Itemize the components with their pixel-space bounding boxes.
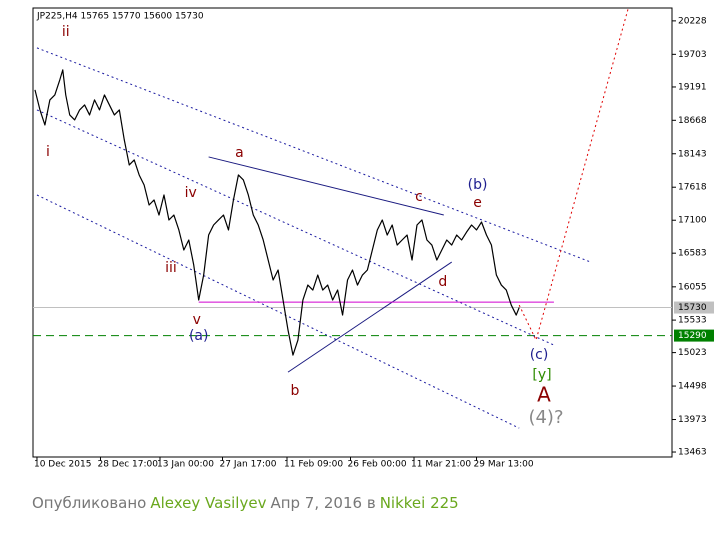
wave-label: a [235,145,244,161]
footer-prefix: Опубликовано [32,494,147,512]
wave-label: [y] [532,367,551,383]
y-tick-label: 17100 [678,216,707,226]
footer: Опубликовано Alexey Vasilyev Апр 7, 2016 в… [32,494,463,512]
price-label: 15290 [678,331,707,341]
price-line-series [34,69,520,356]
trend-line [36,109,555,346]
x-tick-label: 27 Jan 17:00 [220,460,277,470]
x-tick-label: 26 Feb 00:00 [348,460,407,470]
footer-date: Апр 7, 2016 в [270,494,376,512]
x-tick-label: 11 Mar 21:00 [411,460,471,470]
wave-label: e [473,195,482,211]
y-tick-label: 13463 [678,448,707,458]
wave-label: v [193,312,201,328]
wave-label: (4)? [528,407,563,428]
wave-label: d [438,274,447,290]
trend-line [208,156,444,216]
wave-label: ii [62,24,70,40]
y-tick-label: 19703 [678,50,707,60]
y-tick-label: 20228 [678,16,707,26]
y-tick-label: 18143 [678,149,707,159]
wave-label: iii [165,260,177,276]
y-tick-label: 15533 [678,316,707,326]
price-label-box [674,301,714,314]
wave-label: (b) [468,177,488,193]
wave-label: c [415,189,423,205]
author-link[interactable]: Alexey Vasilyev [150,494,267,512]
x-tick-label: 13 Jan 00:00 [157,460,214,470]
wave-label: iv [185,185,197,201]
plot-frame [32,7,673,458]
chart-title: JP225,H4 15765 15770 15600 15730 [36,12,204,22]
chart: JP225,H4 15765 15770 15600 15730 20228 19… [32,7,714,470]
y-tick-label: 19191 [678,82,707,92]
wave-label: A [537,383,551,407]
wave-label: b [291,383,300,399]
wave-label: i [46,144,50,160]
instrument-link[interactable]: Nikkei 225 [379,494,459,512]
x-tick-label: 28 Dec 17:00 [97,460,158,470]
y-tick-label: 15023 [678,348,707,358]
y-tick-label: 18668 [678,116,707,126]
y-tick-label: 16583 [678,249,707,259]
trend-line [36,47,591,263]
wave-label: (a) [189,328,209,344]
y-tick-label: 16055 [678,282,707,292]
x-tick-label: 29 Mar 13:00 [474,460,534,470]
y-tick-label: 14498 [678,382,707,392]
trend-line [518,7,629,342]
price-label-box [674,329,714,342]
trend-line [36,194,520,429]
x-tick-label: 11 Feb 09:00 [284,460,343,470]
y-tick-label: 17618 [678,183,707,193]
wave-label: (c) [530,347,549,363]
trend-line [287,261,453,373]
x-tick-label: 10 Dec 2015 [34,460,92,470]
price-label: 15730 [678,303,707,313]
y-tick-label: 13973 [678,415,707,425]
